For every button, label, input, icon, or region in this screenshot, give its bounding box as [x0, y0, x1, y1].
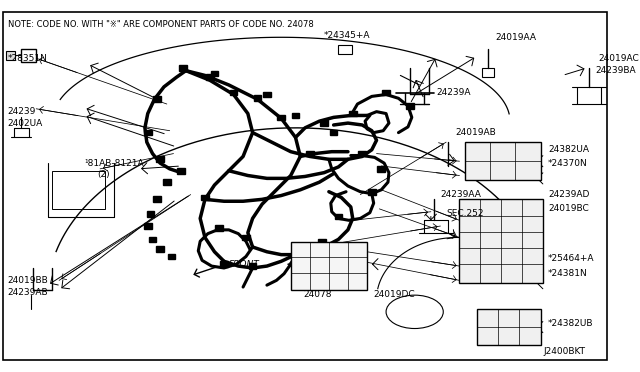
Bar	[465, 142, 541, 180]
Text: *25464+A: *25464+A	[548, 254, 595, 263]
Bar	[230, 90, 237, 96]
Bar	[220, 261, 228, 267]
Text: FRONT: FRONT	[228, 260, 260, 269]
Text: 24019AC: 24019AC	[598, 54, 639, 63]
Bar	[249, 263, 257, 269]
Bar	[292, 249, 300, 255]
Bar	[206, 74, 214, 80]
Text: 24019AB: 24019AB	[456, 128, 497, 137]
Bar	[263, 92, 271, 97]
Text: 24239: 24239	[8, 107, 36, 116]
Text: *24370N: *24370N	[548, 158, 588, 168]
Text: 24239A: 24239A	[436, 88, 471, 97]
Text: *28351N: *28351N	[8, 54, 47, 63]
Text: 24239AD: 24239AD	[548, 190, 589, 199]
Bar	[291, 242, 367, 290]
Bar	[6, 51, 15, 60]
Bar	[144, 223, 152, 229]
Bar	[306, 151, 314, 157]
Bar	[21, 49, 36, 62]
Bar	[156, 246, 164, 252]
Bar	[477, 309, 541, 345]
Text: 24019AA: 24019AA	[496, 33, 537, 42]
Bar	[378, 166, 385, 172]
Text: 24019DC: 24019DC	[374, 290, 415, 299]
Bar	[144, 130, 152, 135]
Text: 24239AB: 24239AB	[8, 288, 48, 297]
Bar	[148, 237, 156, 242]
Bar	[349, 111, 356, 116]
Bar	[168, 254, 175, 259]
Bar	[318, 240, 326, 245]
Bar	[330, 130, 337, 135]
Text: 24019BC: 24019BC	[548, 204, 589, 214]
Bar	[177, 168, 185, 174]
Bar	[52, 171, 105, 209]
Bar	[201, 195, 209, 200]
Bar	[163, 179, 171, 185]
Bar	[358, 151, 366, 157]
Text: *24345+A: *24345+A	[324, 31, 371, 40]
Bar	[154, 96, 161, 102]
Bar	[483, 68, 494, 77]
Bar	[147, 211, 154, 217]
Bar	[292, 113, 300, 118]
Text: 24239BA: 24239BA	[596, 66, 636, 75]
Bar	[406, 103, 413, 109]
Text: 24239AA: 24239AA	[440, 190, 481, 199]
Text: 24382UA: 24382UA	[548, 145, 589, 154]
Text: (2): (2)	[97, 170, 110, 179]
Bar	[460, 199, 543, 283]
Bar	[154, 196, 161, 202]
Text: J2400BKT: J2400BKT	[543, 347, 586, 356]
Bar	[339, 45, 352, 54]
Text: *24381N: *24381N	[548, 269, 588, 278]
Bar	[277, 115, 285, 120]
Bar	[320, 120, 328, 126]
Text: 24019BB: 24019BB	[8, 276, 49, 285]
Bar	[335, 214, 342, 219]
Text: *24382UB: *24382UB	[548, 319, 594, 328]
Bar	[242, 235, 250, 240]
Text: 24078: 24078	[303, 290, 332, 299]
Text: SEC.252: SEC.252	[446, 209, 484, 218]
Bar	[179, 65, 187, 71]
Bar	[253, 96, 261, 101]
Bar	[368, 189, 376, 195]
Bar	[156, 157, 164, 162]
Bar	[382, 90, 390, 96]
Bar	[211, 71, 218, 76]
Text: NOTE: CODE NO. WITH "※" ARE COMPONENT PARTS OF CODE NO. 24078: NOTE: CODE NO. WITH "※" ARE COMPONENT PA…	[8, 20, 314, 29]
Text: 2402UA: 2402UA	[8, 119, 43, 128]
Text: ¹81AB-8121A: ¹81AB-8121A	[84, 158, 143, 168]
Bar	[216, 225, 223, 231]
